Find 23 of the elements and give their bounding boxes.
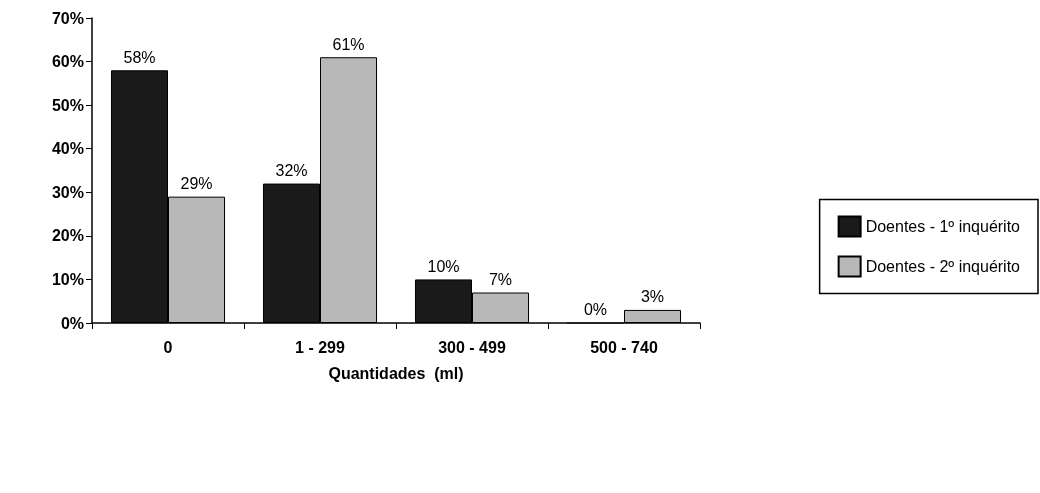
data-label: 0% — [583, 301, 608, 318]
x-tick-label: 0 — [163, 338, 173, 356]
data-label: 3% — [640, 288, 665, 306]
x-axis-title: Quantidades (ml) — [328, 364, 464, 382]
data-label: 32% — [275, 162, 308, 180]
legend-label: Doentes - 2º inquérito — [865, 258, 1021, 275]
legend-label: Doentes - 1º inquérito — [865, 218, 1021, 235]
y-tick-label: 20% — [51, 227, 84, 245]
y-tick-label: 0% — [60, 314, 84, 332]
x-tick-label: 300 - 499 — [438, 338, 506, 356]
y-tick-label: 30% — [51, 183, 84, 201]
data-label: 10% — [427, 257, 460, 275]
y-tick-label: 60% — [51, 53, 84, 71]
x-tick-label: 500 - 740 — [590, 338, 658, 356]
x-tick-label: 1 - 299 — [295, 338, 346, 356]
data-label: 61% — [332, 35, 365, 53]
y-tick-label: 50% — [51, 96, 84, 114]
data-label: 29% — [180, 175, 213, 193]
y-tick-label: 40% — [51, 140, 84, 158]
data-label: 58% — [123, 48, 156, 66]
data-label: 7% — [488, 271, 513, 288]
y-tick-label: 70% — [51, 9, 84, 27]
y-tick-label: 10% — [51, 270, 84, 288]
